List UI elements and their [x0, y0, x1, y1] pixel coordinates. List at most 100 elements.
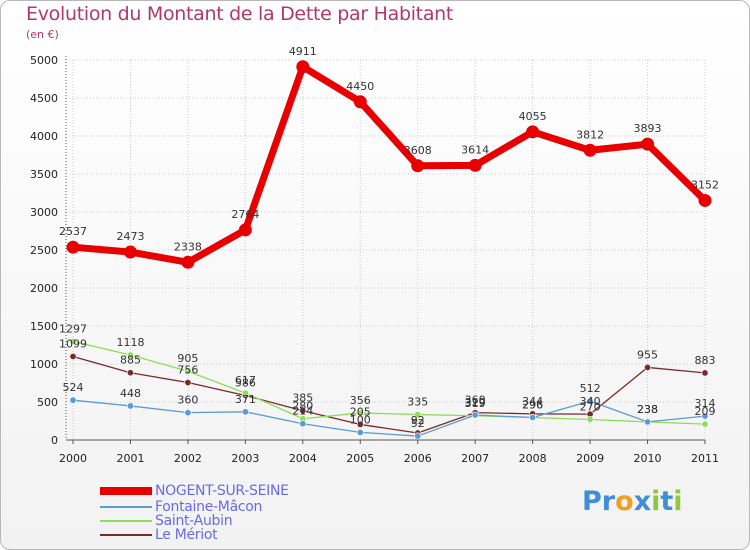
- data-label-le-meriot: 344: [522, 395, 543, 408]
- logo-letter: P: [582, 486, 602, 517]
- y-axis-unit: (en €): [26, 28, 59, 41]
- data-label-saint-aubin: 335: [407, 396, 428, 409]
- x-tick-label: 2009: [576, 452, 604, 465]
- logo-letter: x: [633, 486, 652, 517]
- data-label-fontaine-macon: 524: [63, 381, 84, 394]
- data-label-saint-aubin: 209: [695, 405, 716, 418]
- data-label-fontaine-macon: 238: [637, 403, 658, 416]
- logo-letter: i: [673, 486, 683, 517]
- data-point-nogent-sur-seine: [411, 159, 425, 173]
- data-label-le-meriot: 885: [120, 354, 141, 367]
- y-tick-label: 1000: [30, 358, 58, 371]
- data-point-nogent-sur-seine: [123, 245, 137, 259]
- x-tick-label: 2002: [174, 452, 202, 465]
- data-point-fontaine-macon: [126, 402, 134, 410]
- data-label-nogent-sur-seine: 2338: [174, 240, 202, 253]
- data-point-le-meriot: [126, 369, 134, 377]
- series-line-le-meriot: [72, 355, 706, 434]
- legend-label-fontaine: Fontaine-Mâcon: [155, 499, 263, 515]
- data-label-le-meriot: 955: [637, 348, 658, 361]
- data-point-fontaine-macon: [356, 428, 364, 436]
- data-point-saint-aubin: [69, 337, 77, 345]
- y-tick-label: 4000: [30, 130, 58, 143]
- data-point-le-meriot: [184, 379, 192, 387]
- data-label-saint-aubin: 270: [580, 400, 601, 413]
- data-point-fontaine-macon: [586, 397, 594, 405]
- data-label-saint-aubin: 296: [522, 399, 543, 412]
- series-line-saint-aubin: [72, 340, 706, 425]
- proxiti-logo: Proxiti: [582, 486, 683, 517]
- data-label-saint-aubin: 356: [350, 394, 371, 407]
- data-point-nogent-sur-seine: [66, 240, 80, 254]
- data-label-nogent-sur-seine: 3614: [461, 143, 489, 156]
- x-tick-label: 2011: [691, 452, 719, 465]
- x-tick-label: 2008: [519, 452, 547, 465]
- y-tick-label: 3500: [30, 168, 58, 181]
- data-point-nogent-sur-seine: [698, 193, 712, 207]
- legend-swatch-nogent: [100, 487, 152, 495]
- data-label-fontaine-macon: 371: [235, 393, 256, 406]
- data-label-saint-aubin: 1118: [116, 336, 144, 349]
- data-label-le-meriot: 1099: [59, 337, 87, 350]
- data-label-nogent-sur-seine: 3812: [576, 128, 604, 141]
- legend-label-le-meriot: Le Mériot: [155, 527, 218, 543]
- data-label-nogent-sur-seine: 4055: [519, 110, 547, 123]
- data-point-saint-aubin: [586, 415, 594, 423]
- data-label-le-meriot: 385: [292, 392, 313, 405]
- data-label-nogent-sur-seine: 4450: [346, 80, 374, 93]
- series-line-fontaine-macon: [72, 399, 706, 437]
- data-point-nogent-sur-seine: [641, 137, 655, 151]
- data-point-saint-aubin: [184, 367, 192, 375]
- data-point-saint-aubin: [241, 389, 249, 397]
- y-tick-label: 5000: [30, 54, 58, 67]
- data-point-saint-aubin: [414, 411, 422, 419]
- x-tick-label: 2004: [289, 452, 317, 465]
- data-label-fontaine-macon: 448: [120, 387, 141, 400]
- data-point-fontaine-macon: [414, 432, 422, 440]
- data-label-saint-aubin: 238: [637, 403, 658, 416]
- data-point-nogent-sur-seine: [583, 143, 597, 157]
- x-tick-label: 2010: [634, 452, 662, 465]
- data-point-nogent-sur-seine: [296, 60, 310, 74]
- data-label-fontaine-macon: 360: [177, 394, 198, 407]
- data-point-le-meriot: [701, 369, 709, 377]
- legend-swatch-fontaine: [100, 506, 152, 508]
- legend-swatch-saint-aubin: [100, 520, 152, 522]
- logo-letter: t: [660, 486, 674, 517]
- data-point-fontaine-macon: [701, 412, 709, 420]
- legend-label-nogent: NOGENT-SUR-SEINE: [155, 483, 289, 499]
- x-tick-label: 2003: [231, 452, 259, 465]
- data-label-fontaine-macon: 100: [350, 413, 371, 426]
- data-label-saint-aubin: 905: [177, 352, 198, 365]
- y-tick-label: 2500: [30, 244, 58, 257]
- data-point-nogent-sur-seine: [238, 223, 252, 237]
- data-point-fontaine-macon: [299, 420, 307, 428]
- x-tick-label: 2005: [346, 452, 374, 465]
- data-point-fontaine-macon: [184, 409, 192, 417]
- data-label-nogent-sur-seine: 4911: [289, 45, 317, 58]
- data-label-fontaine-macon: 214: [292, 405, 313, 418]
- data-point-nogent-sur-seine: [526, 125, 540, 139]
- data-label-le-meriot: 340: [580, 395, 601, 408]
- data-label-le-meriot: 360: [465, 394, 486, 407]
- data-label-nogent-sur-seine: 3893: [634, 122, 662, 135]
- data-point-fontaine-macon: [529, 414, 537, 422]
- logo-letter: o: [615, 486, 634, 517]
- x-tick-label: 2001: [116, 452, 144, 465]
- data-point-saint-aubin: [356, 409, 364, 417]
- data-point-nogent-sur-seine: [468, 158, 482, 172]
- data-point-le-meriot: [356, 420, 364, 428]
- data-point-fontaine-macon: [471, 411, 479, 419]
- data-label-saint-aubin: 319: [465, 397, 486, 410]
- y-tick-label: 1500: [30, 320, 58, 333]
- chart-title: Evolution du Montant de la Dette par Hab…: [26, 3, 454, 25]
- data-label-saint-aubin: 617: [235, 374, 256, 387]
- data-point-fontaine-macon: [69, 396, 77, 404]
- data-point-saint-aubin: [701, 420, 709, 428]
- x-tick-label: 2006: [404, 452, 432, 465]
- data-label-fontaine-macon: 512: [580, 382, 601, 395]
- legend-swatch-le-meriot: [100, 534, 152, 536]
- data-label-fontaine-macon: 329: [465, 396, 486, 409]
